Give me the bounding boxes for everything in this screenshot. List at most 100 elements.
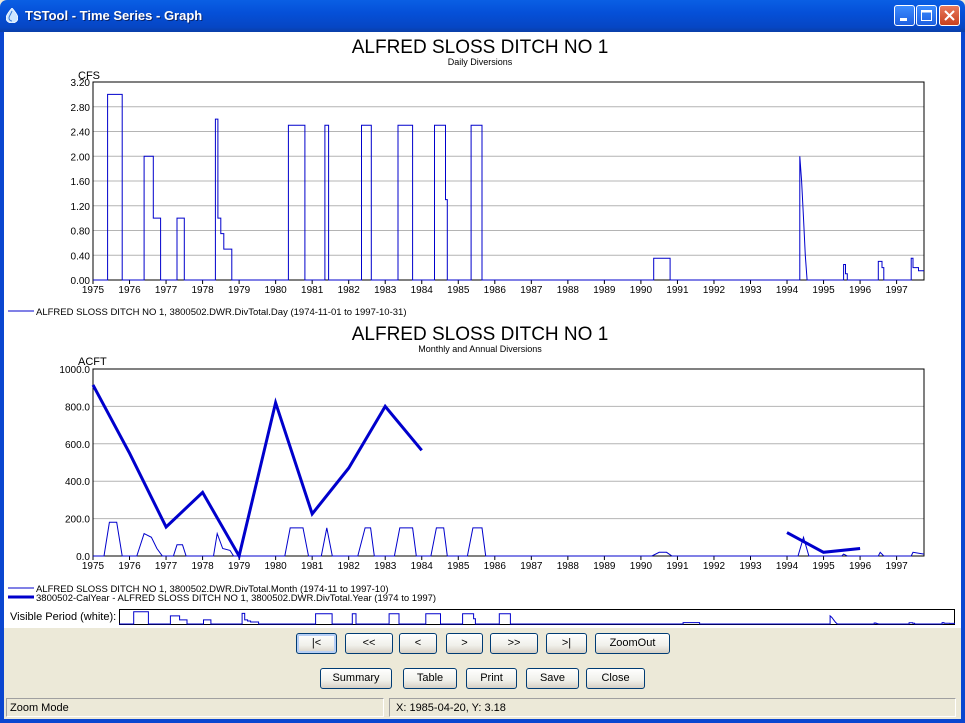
x-tick-label: 1979: [228, 285, 251, 296]
x-tick-label: 1984: [411, 561, 434, 572]
window-frame-left: [0, 32, 4, 723]
y-tick-label: 600.0: [65, 440, 90, 451]
save-button[interactable]: Save: [526, 668, 579, 689]
x-tick-label: 1980: [265, 285, 288, 296]
x-tick-label: 1975: [82, 561, 105, 572]
y-tick-label: 800.0: [65, 402, 90, 413]
y-tick-label: 1.20: [71, 202, 91, 213]
page-back-button[interactable]: <<: [345, 633, 393, 654]
zoomout-button[interactable]: ZoomOut: [595, 633, 670, 654]
x-tick-label: 1993: [739, 285, 762, 296]
x-tick-label: 1995: [812, 285, 835, 296]
status-coordinates: X: 1985-04-20, Y: 3.18: [389, 698, 956, 717]
y-tick-label: 1.60: [71, 177, 91, 188]
close-window-button[interactable]: [939, 5, 960, 26]
x-tick-label: 1977: [155, 561, 178, 572]
x-tick-label: 1980: [265, 561, 288, 572]
plot-frame: [92, 368, 925, 557]
x-tick-label: 1993: [739, 561, 762, 572]
x-tick-label: 1981: [301, 561, 324, 572]
x-tick-label: 1986: [484, 561, 507, 572]
x-tick-label: 1987: [520, 561, 543, 572]
back-button[interactable]: <: [399, 633, 437, 654]
x-tick-label: 1995: [812, 561, 835, 572]
print-button[interactable]: Print: [466, 668, 517, 689]
x-tick-label: 1994: [776, 561, 799, 572]
minimize-button[interactable]: [894, 5, 915, 26]
x-tick-label: 1991: [666, 285, 689, 296]
minimize-icon: [900, 18, 907, 21]
y-tick-label: 1000.0: [59, 365, 90, 376]
table-button[interactable]: Table: [403, 668, 457, 689]
status-mode: Zoom Mode: [6, 698, 384, 717]
x-tick-label: 1987: [520, 285, 543, 296]
x-tick-label: 1988: [557, 561, 580, 572]
y-tick-label: 0.40: [71, 251, 91, 262]
x-tick-label: 1975: [82, 285, 105, 296]
x-tick-label: 1990: [630, 561, 653, 572]
y-tick-label: 400.0: [65, 477, 90, 488]
x-tick-label: 1978: [191, 285, 214, 296]
legend-entry: 3800502-CalYear - ALFRED SLOSS DITCH NO …: [36, 593, 436, 604]
x-tick-label: 1977: [155, 285, 178, 296]
series-line: [93, 521, 925, 557]
x-tick-label: 1986: [484, 285, 507, 296]
chart-title: ALFRED SLOSS DITCH NO 1: [352, 324, 609, 345]
x-tick-label: 1997: [885, 285, 908, 296]
last-button[interactable]: >|: [546, 633, 587, 654]
x-tick-label: 1990: [630, 285, 653, 296]
tstool-app-icon: [6, 8, 18, 23]
y-tick-label: 2.80: [71, 103, 91, 114]
chart-subtitle: Daily Diversions: [448, 57, 513, 67]
y-tick-label: 2.00: [71, 152, 91, 163]
y-tick-label: 200.0: [65, 515, 90, 526]
y-axis-units: ACFT: [78, 356, 107, 368]
x-tick-label: 1983: [374, 561, 397, 572]
maximize-icon: [921, 10, 932, 21]
y-axis-units: CFS: [78, 70, 100, 82]
x-tick-label: 1992: [703, 285, 726, 296]
maximize-button[interactable]: [916, 5, 937, 26]
x-tick-label: 1984: [411, 285, 434, 296]
x-tick-label: 1994: [776, 285, 799, 296]
x-tick-label: 1981: [301, 285, 324, 296]
x-tick-label: 1976: [118, 561, 141, 572]
y-tick-label: 0.0: [76, 552, 90, 563]
window-title: TSTool - Time Series - Graph: [25, 8, 203, 23]
visible-period-reference-graph[interactable]: [119, 609, 955, 625]
x-tick-label: 1996: [849, 285, 872, 296]
x-tick-label: 1979: [228, 561, 251, 572]
x-tick-label: 1989: [593, 561, 616, 572]
first-button[interactable]: |<: [296, 633, 337, 654]
title-bar[interactable]: TSTool - Time Series - Graph: [0, 0, 965, 32]
legend-entry: ALFRED SLOSS DITCH NO 1, 3800502.DWR.Div…: [36, 307, 406, 318]
x-tick-label: 1985: [447, 285, 470, 296]
window-frame-bottom: [0, 719, 965, 723]
x-tick-label: 1992: [703, 561, 726, 572]
x-tick-label: 1989: [593, 285, 616, 296]
summary-button[interactable]: Summary: [320, 668, 392, 689]
chart-title: ALFRED SLOSS DITCH NO 1: [352, 37, 609, 58]
x-tick-label: 1985: [447, 561, 470, 572]
visible-period-label: Visible Period (white):: [10, 611, 117, 623]
x-tick-label: 1982: [338, 561, 361, 572]
forward-button[interactable]: >: [446, 633, 483, 654]
window-frame-right: [961, 32, 965, 723]
close-button[interactable]: Close: [586, 668, 645, 689]
page-forward-button[interactable]: >>: [490, 633, 538, 654]
x-tick-label: 1996: [849, 561, 872, 572]
chart-subtitle: Monthly and Annual Diversions: [418, 344, 542, 354]
x-tick-label: 1976: [118, 285, 141, 296]
x-tick-label: 1982: [338, 285, 361, 296]
y-tick-label: 2.40: [71, 128, 91, 139]
graph-area[interactable]: ALFRED SLOSS DITCH NO 1 Daily Diversions C…: [4, 32, 961, 628]
x-tick-label: 1983: [374, 285, 397, 296]
y-tick-label: 0.00: [71, 276, 91, 287]
x-tick-label: 1978: [191, 561, 214, 572]
y-tick-label: 3.20: [71, 78, 91, 89]
close-icon: [944, 10, 955, 21]
legend-entry: ALFRED SLOSS DITCH NO 1, 3800502.DWR.Div…: [36, 584, 389, 595]
